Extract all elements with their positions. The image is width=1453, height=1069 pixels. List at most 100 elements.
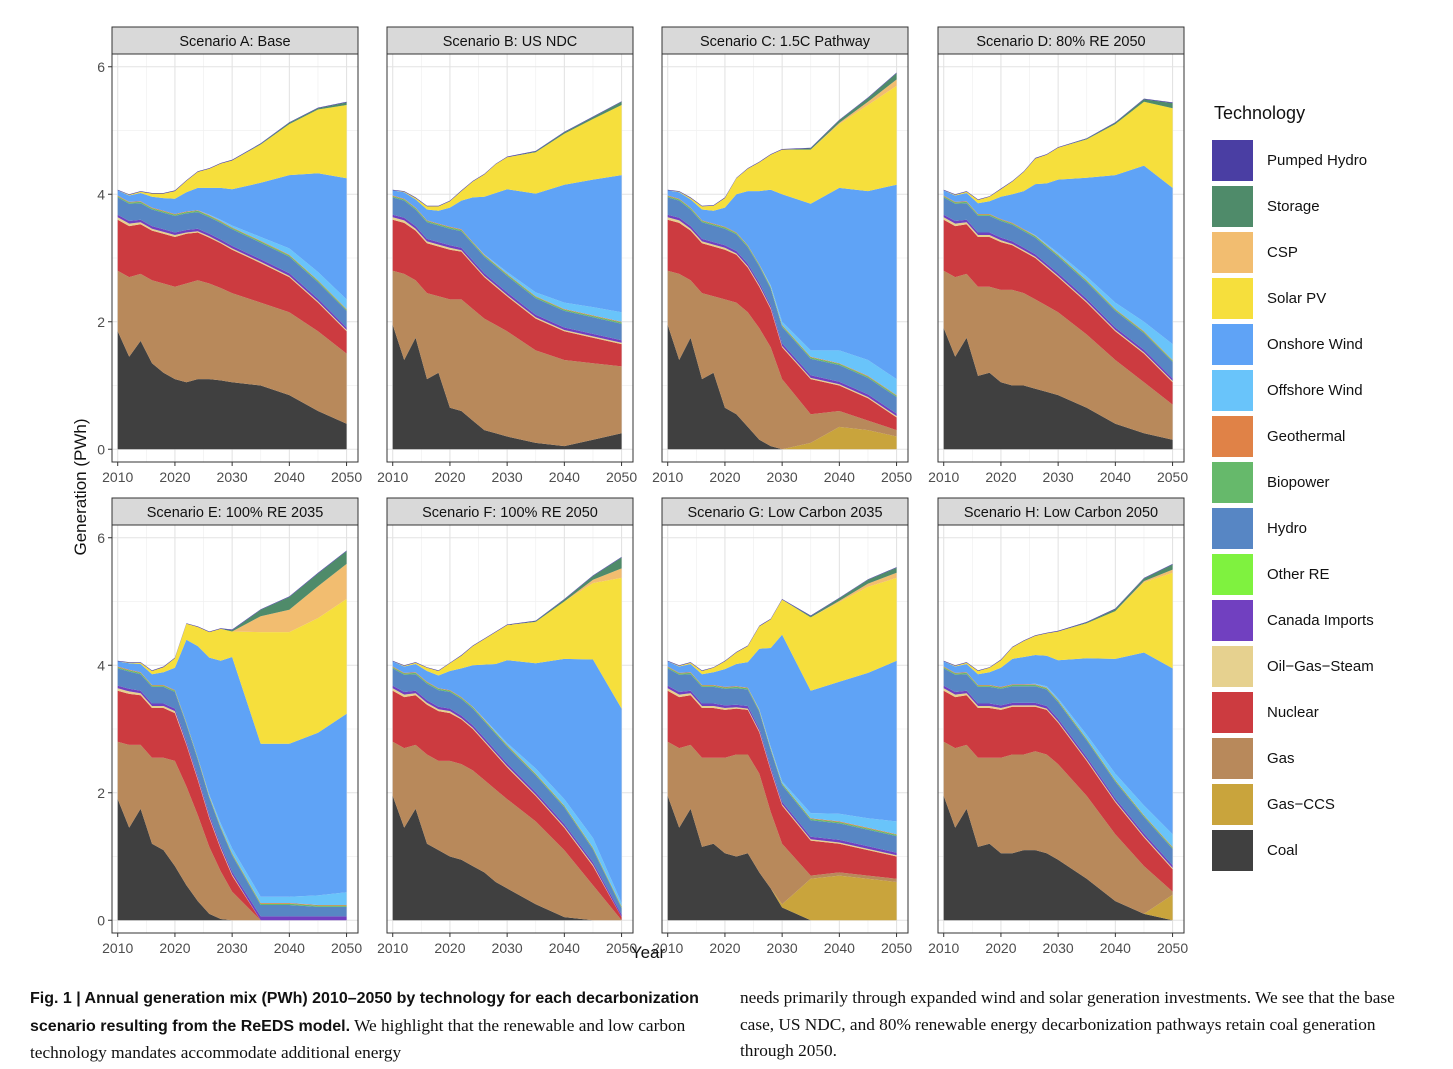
area-onshore-wind [667,634,897,822]
area-biopower [392,196,622,324]
x-tick-label: 2020 [434,940,465,956]
x-tick-label: 2050 [331,940,362,956]
legend-item-geothermal: Geothermal [1212,413,1442,459]
legend-swatch [1212,599,1253,641]
x-tick-label: 2040 [824,469,855,485]
legend-label: CSP [1267,243,1298,261]
area-onshore-wind [117,639,347,897]
panel-strip [111,497,359,526]
x-tick-label: 2040 [274,940,305,956]
area-offshore-wind [667,195,897,396]
area-gas [117,270,347,424]
y-tick-label: 0 [97,912,105,928]
legend-label: Hydro [1267,519,1308,537]
area-onshore-wind [943,165,1173,345]
panel-title: Scenario F: 100% RE 2050 [422,505,598,521]
x-tick-label: 2020 [709,940,740,956]
panel-border [937,53,1185,463]
x-tick-label: 2040 [1100,469,1131,485]
area-coal [667,795,897,921]
x-tick-label: 2040 [549,940,580,956]
area-storage [667,567,897,671]
y-axis-label: Generation (PWh) [71,419,90,556]
x-tick-label: 2020 [159,469,190,485]
legend-item-gas: Gas [1212,735,1442,781]
panels-layer: Scenario A: Base 0 2 4 6 2010 2020 2030 2040 2050… [97,26,1188,956]
panel-border [661,524,909,934]
area-nuclear [943,219,1173,405]
panel-scenario-b-us-ndc: Scenario B: US NDC 2010 2020 2030 2040 2050 [377,26,637,514]
area-gas [392,741,622,921]
x-tick-label: 2050 [1157,940,1188,956]
area-solar-pv [667,577,897,691]
area-onshore-wind [667,184,897,380]
y-tick-label: 2 [97,314,105,330]
legend-swatch [1212,737,1253,779]
panel-title: Scenario B: US NDC [443,34,578,50]
legend-swatch [1212,691,1253,733]
legend-item-csp: CSP [1212,229,1442,275]
panel-title: Scenario D: 80% RE 2050 [976,34,1145,50]
x-tick-label: 2010 [102,940,133,956]
area-onshore-wind [117,173,347,300]
x-tick-label: 2050 [881,940,912,956]
legend-label: Offshore Wind [1267,381,1363,399]
area-gas-ccs [667,324,897,450]
legend-item-gas-ccs: Gas−CCS [1212,781,1442,827]
legend-item-solar-pv: Solar PV [1212,275,1442,321]
panel-title: Scenario C: 1.5C Pathway [700,34,871,50]
x-tick-label: 2030 [767,940,798,956]
x-tick-label: 2030 [492,469,523,485]
legend-label: Onshore Wind [1267,335,1363,353]
area-coal [117,331,347,450]
legend-item-pumped-hydro: Pumped Hydro [1212,137,1442,183]
x-tick-label: 2030 [492,940,523,956]
legend-swatch [1212,323,1253,365]
area-offshore-wind [392,195,622,322]
panel-border [386,524,634,934]
area-onshore-wind [392,658,622,903]
y-tick-label: 6 [97,59,105,75]
area-gas-ccs [667,795,897,921]
legend-label: Storage [1267,197,1320,215]
caption-label: Fig. 1 | Annual generation mix (PWh) 201… [30,990,699,1035]
area-hydro [117,668,347,917]
panel-title: Scenario E: 100% RE 2035 [147,505,324,521]
area-oil-gas-steam [392,217,622,345]
area-solar-pv [667,85,897,211]
x-tick-label: 2030 [1043,940,1074,956]
area-csp [667,572,897,671]
area-onshore-wind [943,652,1173,835]
x-tick-label: 2040 [1100,940,1131,956]
area-hydro [667,668,897,853]
area-hydro [943,668,1173,866]
legend-item-onshore-wind: Onshore Wind [1212,321,1442,367]
x-tick-label: 2010 [377,469,408,485]
legend-label: Coal [1267,841,1298,859]
legend-swatch [1212,415,1253,457]
area-coal [943,328,1173,450]
y-tick-label: 2 [97,785,105,801]
legend-label: Pumped Hydro [1267,151,1368,169]
legend-label: Solar PV [1267,289,1327,307]
legend-item-other-re: Other RE [1212,551,1442,597]
panel-scenario-f-100-re-2050: Scenario F: 100% RE 2050 2010 2020 2030 2040… [377,497,637,956]
legend-items: Pumped Hydro Storage CSP Solar PV Onshore Wi… [1212,137,1442,873]
x-axis-label: Year [631,943,666,962]
x-tick-label: 2030 [1043,469,1074,485]
legend-swatch [1212,553,1253,595]
x-tick-label: 2050 [881,469,912,485]
x-tick-label: 2020 [159,940,190,956]
legend-item-coal: Coal [1212,827,1442,873]
panel-border [111,53,359,463]
legend-label: Oil−Gas−Steam [1267,657,1374,675]
area-csp [117,563,347,671]
area-nuclear [117,690,347,921]
area-hydro [943,197,1173,379]
x-tick-label: 2020 [434,469,465,485]
x-tick-label: 2020 [985,469,1016,485]
panel-scenario-d-80-re-2050: Scenario D: 80% RE 2050 2010 2020 2030 2040 2… [928,26,1188,514]
x-tick-label: 2010 [928,940,959,956]
panel-border [937,524,1185,934]
area-onshore-wind [392,175,622,313]
